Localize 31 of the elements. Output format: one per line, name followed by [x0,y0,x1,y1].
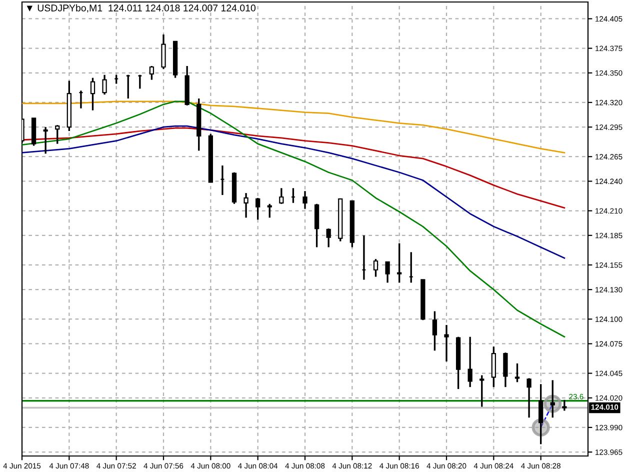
line-series [22,100,566,154]
candlestick [149,65,154,81]
candlestick [373,258,378,278]
candlestick [550,379,555,418]
candlestick [538,383,544,446]
candlestick [55,124,60,145]
candlestick [314,203,320,248]
candlestick [161,34,166,70]
candlestick [90,76,96,112]
candlestick [503,352,508,388]
candlestick [562,399,567,412]
candlestick [326,228,331,248]
candlestick [244,192,248,219]
line-series [22,125,566,259]
line-series [22,100,566,338]
candlestick [385,261,390,284]
candlestick [102,74,107,96]
candlestick [256,197,260,220]
candlestick [267,203,272,219]
candlestick [491,346,496,388]
candlestick [432,310,438,352]
candlestick [397,242,402,284]
candlestick [480,374,484,408]
chart-title: ▼ USDJPYbo,M1 124.011 124.018 124.007 124.010 [26,4,256,13]
candlestick [43,126,48,154]
candlestick [279,187,284,205]
candlestick [468,336,472,388]
candlestick [514,362,520,383]
candlestick [302,190,308,210]
candlestick [526,377,532,418]
candlestick [444,324,449,362]
